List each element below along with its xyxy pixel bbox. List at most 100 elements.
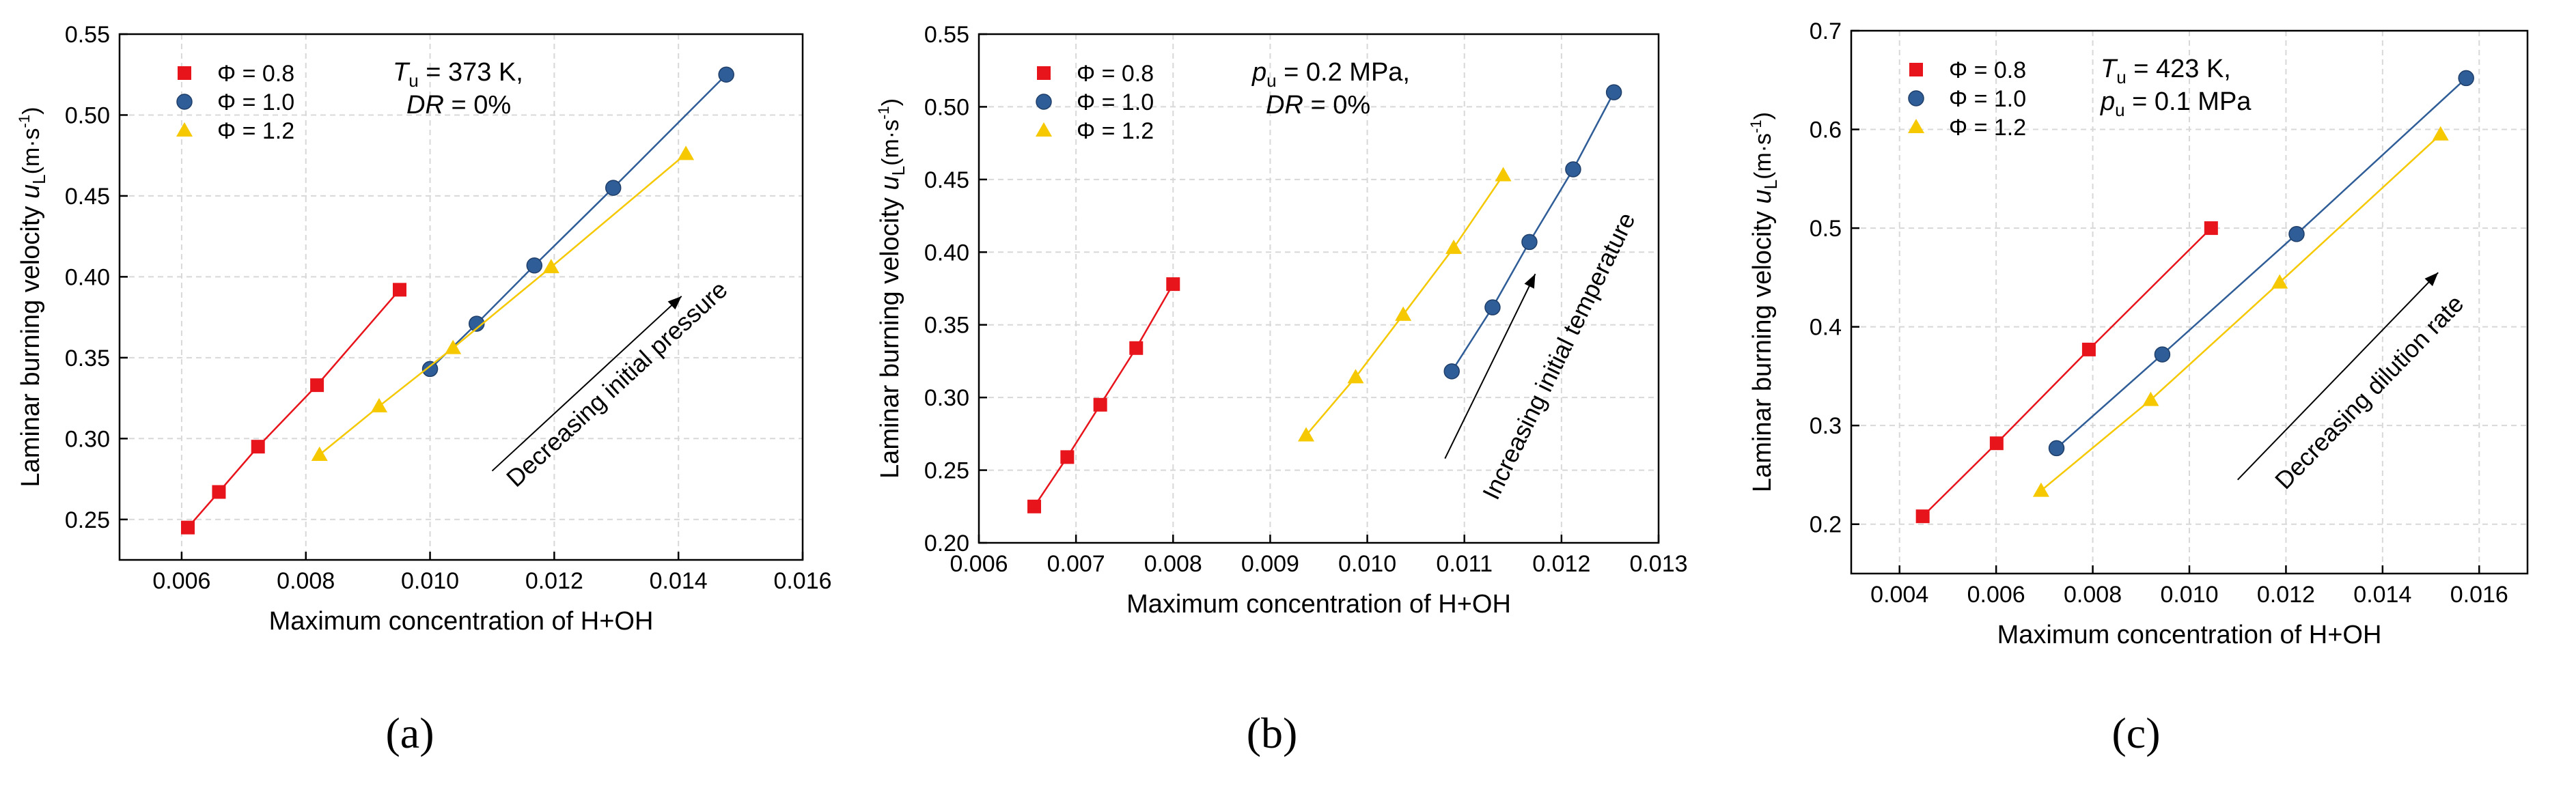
legend-label-3: Φ = 1.2 bbox=[1077, 118, 1154, 144]
legend-label-2: Φ = 1.0 bbox=[1949, 86, 2026, 112]
y-tick-label: 0.25 bbox=[924, 458, 969, 484]
legend-marker-3 bbox=[1036, 122, 1052, 137]
data-point bbox=[181, 520, 195, 535]
condition-symbol: T bbox=[2101, 55, 2118, 83]
legend-marker-1 bbox=[178, 66, 191, 80]
x-tick-label: 0.010 bbox=[401, 568, 459, 594]
annotation-text: Decreasing dilution rate bbox=[2269, 290, 2469, 494]
legend-marker-2 bbox=[1908, 90, 1924, 107]
x-tick-label: 0.008 bbox=[277, 568, 335, 594]
annotation-text: Decreasing initial pressure bbox=[501, 275, 733, 492]
y-tick-label: 0.25 bbox=[65, 507, 110, 533]
series-line-3 bbox=[2040, 133, 2441, 492]
y-tick-label: 0.40 bbox=[65, 264, 110, 290]
data-point bbox=[605, 180, 622, 196]
condition-sub: u bbox=[2116, 67, 2126, 87]
y-tick-label: 0.30 bbox=[924, 385, 969, 411]
condition-line-1: Tu = 423 K, bbox=[2101, 55, 2231, 87]
series-line-1 bbox=[1922, 227, 2212, 518]
x-tick-label: 0.010 bbox=[2160, 582, 2218, 608]
x-axis-label: Maximum concentration of H+OH bbox=[269, 607, 654, 636]
y-tick-label: 0.40 bbox=[924, 240, 969, 266]
y-axis-label-sub: L bbox=[888, 166, 909, 175]
series-line-3 bbox=[1305, 174, 1504, 436]
data-point bbox=[718, 66, 734, 83]
y-axis-label-symbol: u bbox=[16, 184, 45, 199]
y-tick-label: 0.5 bbox=[1810, 216, 1842, 242]
chart-panel-2: 0.006 0.007 0.008 0.009 0.010 0.011 0.012 0.013… bbox=[875, 22, 1688, 757]
x-tick-label: 0.012 bbox=[1532, 551, 1590, 577]
y-axis-label: Laminar burning velocity uL(m·s-1) bbox=[16, 107, 49, 488]
legend-label-1: Φ = 0.8 bbox=[1077, 61, 1154, 87]
condition-symbol: T bbox=[393, 58, 411, 87]
annotation-arrow-line bbox=[2236, 272, 2439, 481]
y-axis-label-text: Laminar burning velocity bbox=[876, 197, 904, 479]
x-axis-label: Maximum concentration of H+OH bbox=[1997, 621, 2382, 649]
x-tick-label: 0.004 bbox=[1870, 582, 1928, 608]
x-tick-label: 0.008 bbox=[2064, 582, 2122, 608]
y-axis-label-unit-exp: -1 bbox=[16, 115, 33, 128]
plot-frame bbox=[118, 33, 804, 561]
condition-sub: u bbox=[2115, 100, 2124, 120]
data-point bbox=[1166, 277, 1180, 292]
data-point bbox=[1521, 234, 1538, 251]
y-tick-label: 0.6 bbox=[1810, 117, 1842, 143]
data-point bbox=[1445, 239, 1463, 254]
legend-label-2: Φ = 1.0 bbox=[1077, 89, 1154, 115]
annotation-arrow-line bbox=[491, 296, 682, 472]
data-point bbox=[1915, 509, 1930, 524]
x-tick-label: 0.014 bbox=[2353, 582, 2411, 608]
data-point bbox=[1565, 161, 1581, 178]
y-tick-label: 0.35 bbox=[65, 345, 110, 371]
condition-symbol: DR bbox=[406, 91, 444, 119]
x-tick-label: 0.013 bbox=[1629, 551, 1687, 577]
chart-panel-3: 0.004 0.006 0.008 0.010 0.012 0.014 0.016 0.2 0.… bbox=[1747, 18, 2529, 757]
condition-line-2: DR = 0% bbox=[406, 91, 511, 119]
x-tick-label: 0.006 bbox=[152, 568, 210, 594]
legend-marker-1 bbox=[1037, 66, 1051, 80]
x-tick-label: 0.012 bbox=[525, 568, 583, 594]
legend-label-1: Φ = 0.8 bbox=[217, 61, 294, 87]
data-point bbox=[212, 485, 226, 499]
data-point bbox=[468, 315, 485, 332]
y-tick-label: 0.55 bbox=[65, 22, 110, 48]
y-axis-label-unit: (m·s bbox=[18, 128, 44, 174]
annotation-arrow-line bbox=[1444, 273, 1536, 459]
y-tick-label: 0.3 bbox=[1810, 413, 1842, 439]
data-point bbox=[1347, 369, 1364, 384]
condition-text: = 0% bbox=[1303, 91, 1370, 119]
data-point bbox=[542, 259, 559, 274]
panel-label: (b) bbox=[1247, 709, 1298, 757]
y-tick-label: 0.20 bbox=[924, 531, 969, 556]
data-point bbox=[1129, 341, 1144, 355]
series-line-2 bbox=[1451, 91, 1615, 372]
x-tick-label: 0.007 bbox=[1047, 551, 1105, 577]
y-tick-label: 0.45 bbox=[924, 167, 969, 193]
condition-line-2: pu = 0.1 MPa bbox=[2100, 87, 2252, 120]
condition-line-1: pu = 0.2 MPa, bbox=[1251, 58, 1410, 91]
condition-text: = 373 K, bbox=[419, 58, 523, 87]
data-point bbox=[311, 447, 328, 461]
y-tick-label: 0.50 bbox=[924, 94, 969, 120]
y-tick-label: 0.50 bbox=[65, 102, 110, 128]
y-axis-label-unit-exp: -1 bbox=[1747, 119, 1764, 133]
x-tick-label: 0.012 bbox=[2257, 582, 2315, 608]
annotation-arrowhead bbox=[2424, 272, 2439, 287]
y-axis-label-unit-close: ) bbox=[18, 107, 44, 115]
data-point bbox=[1395, 306, 1412, 321]
y-tick-label: 0.55 bbox=[924, 22, 969, 48]
y-axis-label-unit-close: ) bbox=[1750, 112, 1776, 119]
data-point bbox=[251, 440, 265, 454]
data-point bbox=[1605, 84, 1622, 100]
condition-text: = 423 K, bbox=[2127, 55, 2231, 83]
x-tick-label: 0.014 bbox=[650, 568, 708, 594]
legend-label-2: Φ = 1.0 bbox=[217, 89, 294, 115]
series-line-1 bbox=[1033, 283, 1174, 507]
data-point bbox=[2154, 346, 2171, 363]
condition-line-1: Tu = 373 K, bbox=[393, 58, 523, 91]
y-axis-label-unit: (m·s bbox=[878, 119, 904, 166]
data-point bbox=[2204, 221, 2218, 236]
data-point bbox=[2032, 482, 2049, 497]
x-tick-label: 0.010 bbox=[1338, 551, 1396, 577]
